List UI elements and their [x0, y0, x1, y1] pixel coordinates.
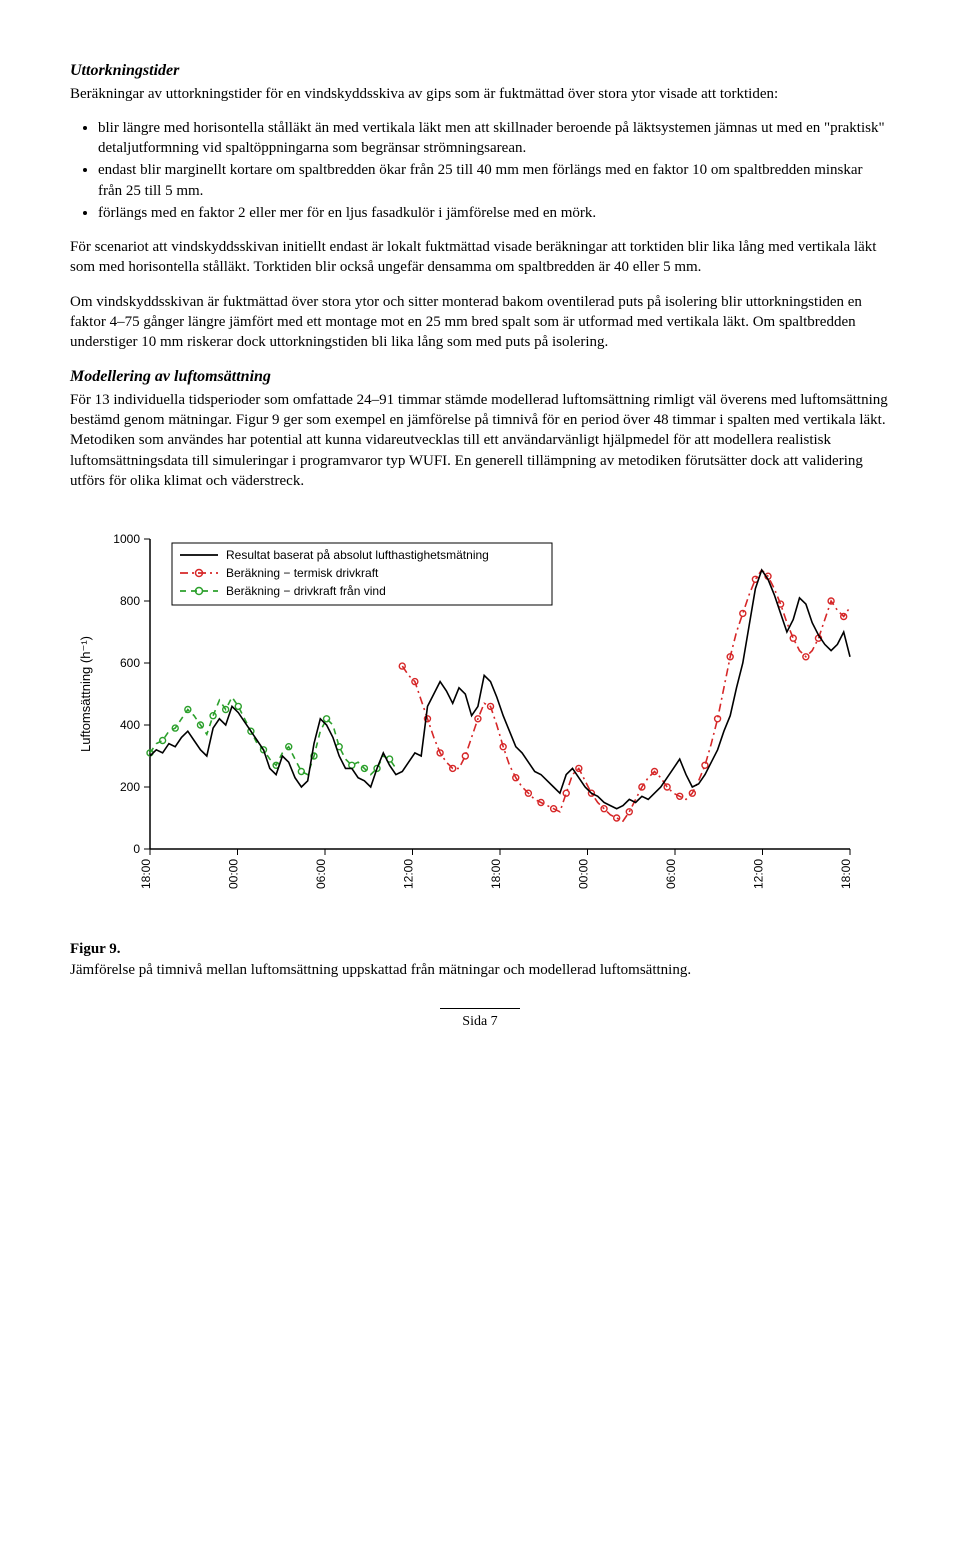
section1-intro: Beräkningar av uttorkningstider för en v… [70, 84, 890, 104]
svg-text:800: 800 [120, 594, 140, 608]
chart-container: 0 200 400 600 800 1000 18:00 00:00 06:00 12:00 18:… [70, 519, 890, 925]
line-chart: 0 200 400 600 800 1000 18:00 00:00 06:00 12:00 18:… [70, 519, 890, 919]
figure-caption: Jämförelse på timnivå mellan luftomsättn… [70, 960, 890, 980]
svg-text:1000: 1000 [113, 532, 140, 546]
svg-text:0: 0 [133, 842, 140, 856]
figure-label: Figur 9. [70, 939, 890, 959]
svg-text:Luftomsättning (h⁻¹): Luftomsättning (h⁻¹) [78, 636, 93, 752]
section1-para2: Om vindskyddsskivan är fuktmättad över s… [70, 292, 890, 353]
section1-bullet-list: blir längre med horisontella stålläkt än… [70, 118, 890, 223]
list-item: blir längre med horisontella stålläkt än… [98, 118, 890, 159]
section2-heading: Modellering av luftomsättning [70, 366, 890, 388]
page-number: Sida 7 [440, 1008, 520, 1032]
svg-text:12:00: 12:00 [752, 859, 766, 889]
svg-text:Resultat baserat på absolut lu: Resultat baserat på absolut lufthastighe… [226, 548, 489, 562]
svg-text:400: 400 [120, 718, 140, 732]
svg-text:18:00: 18:00 [839, 859, 853, 889]
section1-para1: För scenariot att vindskyddsskivan initi… [70, 237, 890, 278]
svg-text:00:00: 00:00 [577, 859, 591, 889]
svg-text:06:00: 06:00 [314, 859, 328, 889]
svg-text:18:00: 18:00 [489, 859, 503, 889]
svg-text:18:00: 18:00 [139, 859, 153, 889]
section2-para1: För 13 individuella tidsperioder som omf… [70, 390, 890, 491]
list-item: förlängs med en faktor 2 eller mer för e… [98, 203, 890, 223]
section1-heading: Uttorkningstider [70, 60, 890, 82]
list-item: endast blir marginellt kortare om spaltb… [98, 160, 890, 201]
svg-text:12:00: 12:00 [402, 859, 416, 889]
svg-text:200: 200 [120, 780, 140, 794]
svg-text:00:00: 00:00 [227, 859, 241, 889]
svg-text:06:00: 06:00 [664, 859, 678, 889]
svg-text:Beräkning − drivkraft från vin: Beräkning − drivkraft från vind [226, 584, 386, 598]
svg-text:600: 600 [120, 656, 140, 670]
svg-text:Beräkning − termisk drivkraft: Beräkning − termisk drivkraft [226, 566, 379, 580]
